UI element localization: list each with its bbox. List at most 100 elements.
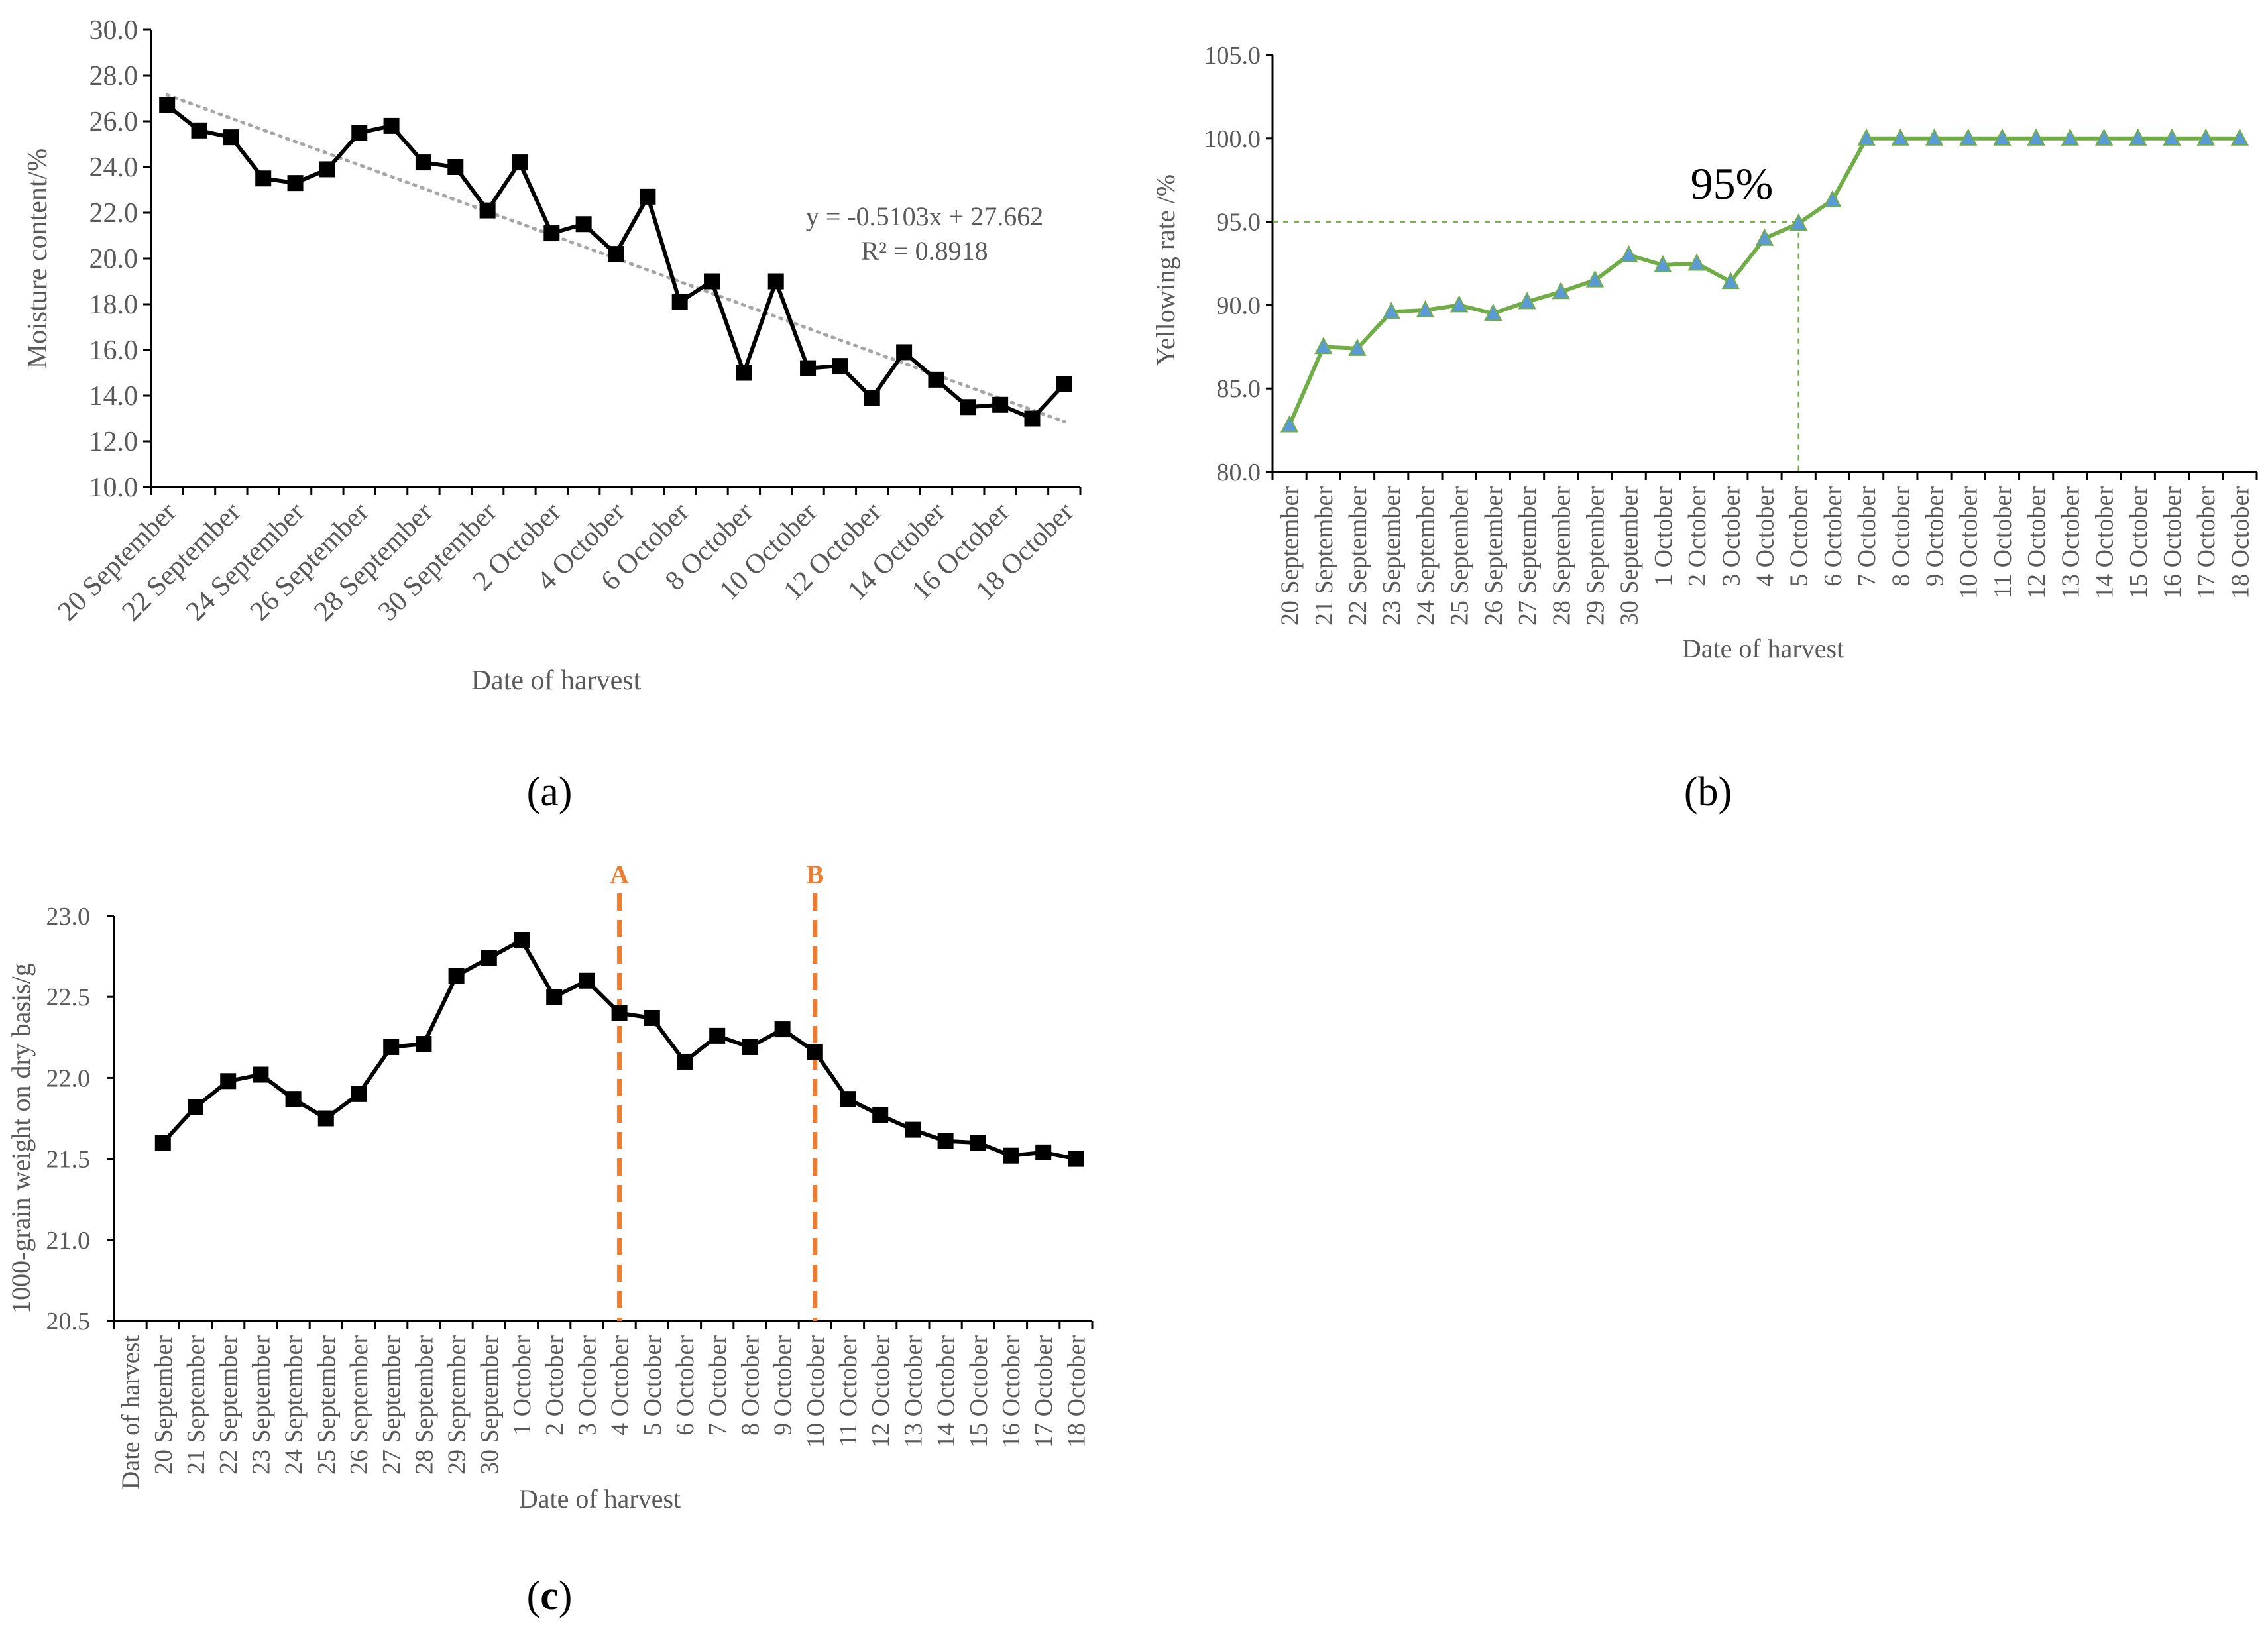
panel-c-x-tick-label: 14 October: [933, 1335, 960, 1448]
panel-c-x-tick-label: 20 September: [150, 1335, 178, 1475]
panel-a-y-tick-label: 18.0: [89, 290, 139, 320]
panel-b-data-point: [1721, 272, 1740, 290]
panel-c-grain-weight-chart: 1000-grain weight on dry basis/g Date of…: [6, 860, 1094, 1618]
panel-a-data-point: [896, 344, 913, 361]
panel-a-y-tick-label: 24.0: [89, 152, 139, 183]
panel-c-x-tick-label: 8 October: [736, 1335, 764, 1436]
panel-a-data-point: [191, 122, 207, 139]
panel-c-data-point: [285, 1091, 302, 1107]
panel-c-y-tick-label: 20.5: [46, 1308, 91, 1335]
panel-c-x-tick-label: 22 September: [215, 1335, 243, 1475]
panel-c-x-tick-label: 27 September: [378, 1335, 406, 1475]
panel-c-data-point: [253, 1066, 269, 1083]
panel-a-data-point: [319, 161, 335, 178]
panel-a-data-point: [447, 159, 464, 175]
panel-b-x-tick-label: 10 October: [1955, 486, 1983, 599]
panel-b-x-tick-label: 21 September: [1310, 486, 1338, 626]
panel-b-x-tick-label: 17 October: [2192, 486, 2220, 599]
panel-a-data-point: [479, 202, 496, 219]
panel-b-data-point: [1993, 128, 2012, 146]
panel-a-x-axis-title: Date of harvest: [471, 665, 642, 696]
panel-b-x-tick-label: 5 October: [1786, 486, 1813, 587]
panel-c-x-tick-label: 12 October: [867, 1335, 895, 1448]
panel-b-data-point: [1280, 415, 1299, 433]
panel-b-data-point: [1654, 254, 1672, 273]
panel-c-data-point: [317, 1110, 334, 1127]
panel-c-x-tick-label: 7 October: [704, 1335, 732, 1436]
panel-b-data-point: [2196, 128, 2215, 146]
panel-b-data-point: [2230, 128, 2249, 146]
panel-b-data-point: [1314, 337, 1333, 355]
panel-c-x-tick-label: 21 September: [182, 1335, 210, 1475]
panel-b-x-tick-label: 29 September: [1581, 486, 1609, 626]
panel-b-data-point: [2129, 128, 2147, 146]
panel-a-y-axis-title: Moisture content/%: [23, 148, 53, 368]
panel-b-x-tick-label: 14 October: [2091, 486, 2119, 599]
panel-b-x-tick-label: 12 October: [2023, 486, 2051, 599]
panel-c-x-tick-label: 25 September: [313, 1335, 341, 1475]
panel-c-data-point: [774, 1021, 791, 1038]
panel-b-x-tick-label: 4 October: [1752, 486, 1780, 587]
panel-c-data-point: [937, 1133, 954, 1149]
panel-b-y-tick-label: 90.0: [1217, 292, 1261, 319]
panel-b-data-point: [2027, 128, 2045, 146]
panel-c-data-point: [1068, 1151, 1084, 1167]
panel-c-marker-label-b: B: [806, 860, 824, 889]
panel-c-y-tick-label: 22.5: [46, 984, 91, 1011]
panel-a-trend-equation: y = -0.5103x + 27.662: [806, 201, 1043, 231]
panel-a-y-tick-label: 20.0: [89, 244, 139, 274]
panel-b-x-tick-label: 1 October: [1650, 486, 1677, 587]
panel-a-data-point: [640, 188, 656, 205]
panel-b-x-tick-label: 16 October: [2159, 486, 2186, 599]
panel-c-data-point: [1003, 1147, 1019, 1164]
panel-b-y-tick-label: 95.0: [1217, 209, 1261, 237]
panel-b-x-tick-label: 27 September: [1514, 486, 1542, 626]
panel-a-data-point: [960, 399, 976, 416]
panel-b-data-point: [1857, 128, 1876, 146]
panel-b-x-tick-label: 11 October: [1989, 486, 2017, 598]
panel-c-x-tick-label: Date of harvest: [117, 1335, 145, 1490]
panel-c-x-tick-label: 10 October: [802, 1335, 830, 1448]
panel-b-x-tick-label: 3 October: [1717, 486, 1745, 587]
panel-a-data-point: [671, 294, 688, 310]
panel-b-data-point: [1585, 270, 1605, 288]
panel-c-x-tick-label: 3 October: [573, 1335, 601, 1436]
panel-c-data-point: [807, 1044, 823, 1060]
panel-b-x-tick-label: 7 October: [1853, 486, 1881, 587]
panel-b-data-point: [2061, 128, 2080, 146]
panel-b-y-tick-label: 100.0: [1204, 125, 1261, 153]
panel-b-data-point: [1687, 253, 1706, 271]
panel-b-data-point: [1348, 338, 1367, 356]
panel-b-x-tick-label: 13 October: [2057, 486, 2084, 599]
panel-a-data-point: [415, 154, 431, 171]
panel-c-data-point: [546, 989, 563, 1005]
panel-c-data-point: [840, 1091, 856, 1107]
panel-b-data-point: [2094, 128, 2114, 146]
panel-a-y-tick-label: 14.0: [89, 381, 139, 412]
panel-c-x-tick-label: 11 October: [834, 1335, 862, 1447]
panel-a-y-tick-label: 10.0: [89, 473, 139, 503]
panel-a-data-point: [704, 273, 720, 290]
panel-c-x-tick-label: 24 September: [280, 1335, 308, 1475]
panel-c-data-point: [514, 932, 530, 948]
panel-c-y-tick-label: 21.5: [46, 1146, 91, 1174]
panel-b-data-point: [1891, 128, 1909, 146]
panel-c-data-point: [448, 968, 465, 984]
panel-c-x-tick-label: 28 September: [410, 1335, 438, 1475]
panel-c-y-axis-title: 1000-grain weight on dry basis/g: [6, 963, 36, 1314]
panel-b-yellowing-chart: Yellowing rate /% Date of harvest 95% (b…: [1151, 42, 2258, 815]
panel-c-data-point: [677, 1053, 693, 1070]
panel-c-y-tick-label: 22.0: [46, 1064, 91, 1092]
panel-b-x-tick-label: 30 September: [1616, 486, 1644, 626]
panel-b-y-axis-title: Yellowing rate /%: [1151, 174, 1180, 366]
panel-a-r-squared: R² = 0.8918: [861, 236, 988, 266]
panel-a-data-point: [383, 117, 400, 134]
panel-b-data-point: [1449, 295, 1469, 313]
panel-c-data-point: [742, 1039, 758, 1055]
panel-a-data-point: [511, 154, 528, 171]
panel-c-data-point: [872, 1107, 889, 1123]
panel-b-data-point: [1823, 190, 1842, 207]
panel-a-data-point: [287, 175, 304, 192]
panel-c-x-tick-label: 30 September: [476, 1335, 504, 1475]
